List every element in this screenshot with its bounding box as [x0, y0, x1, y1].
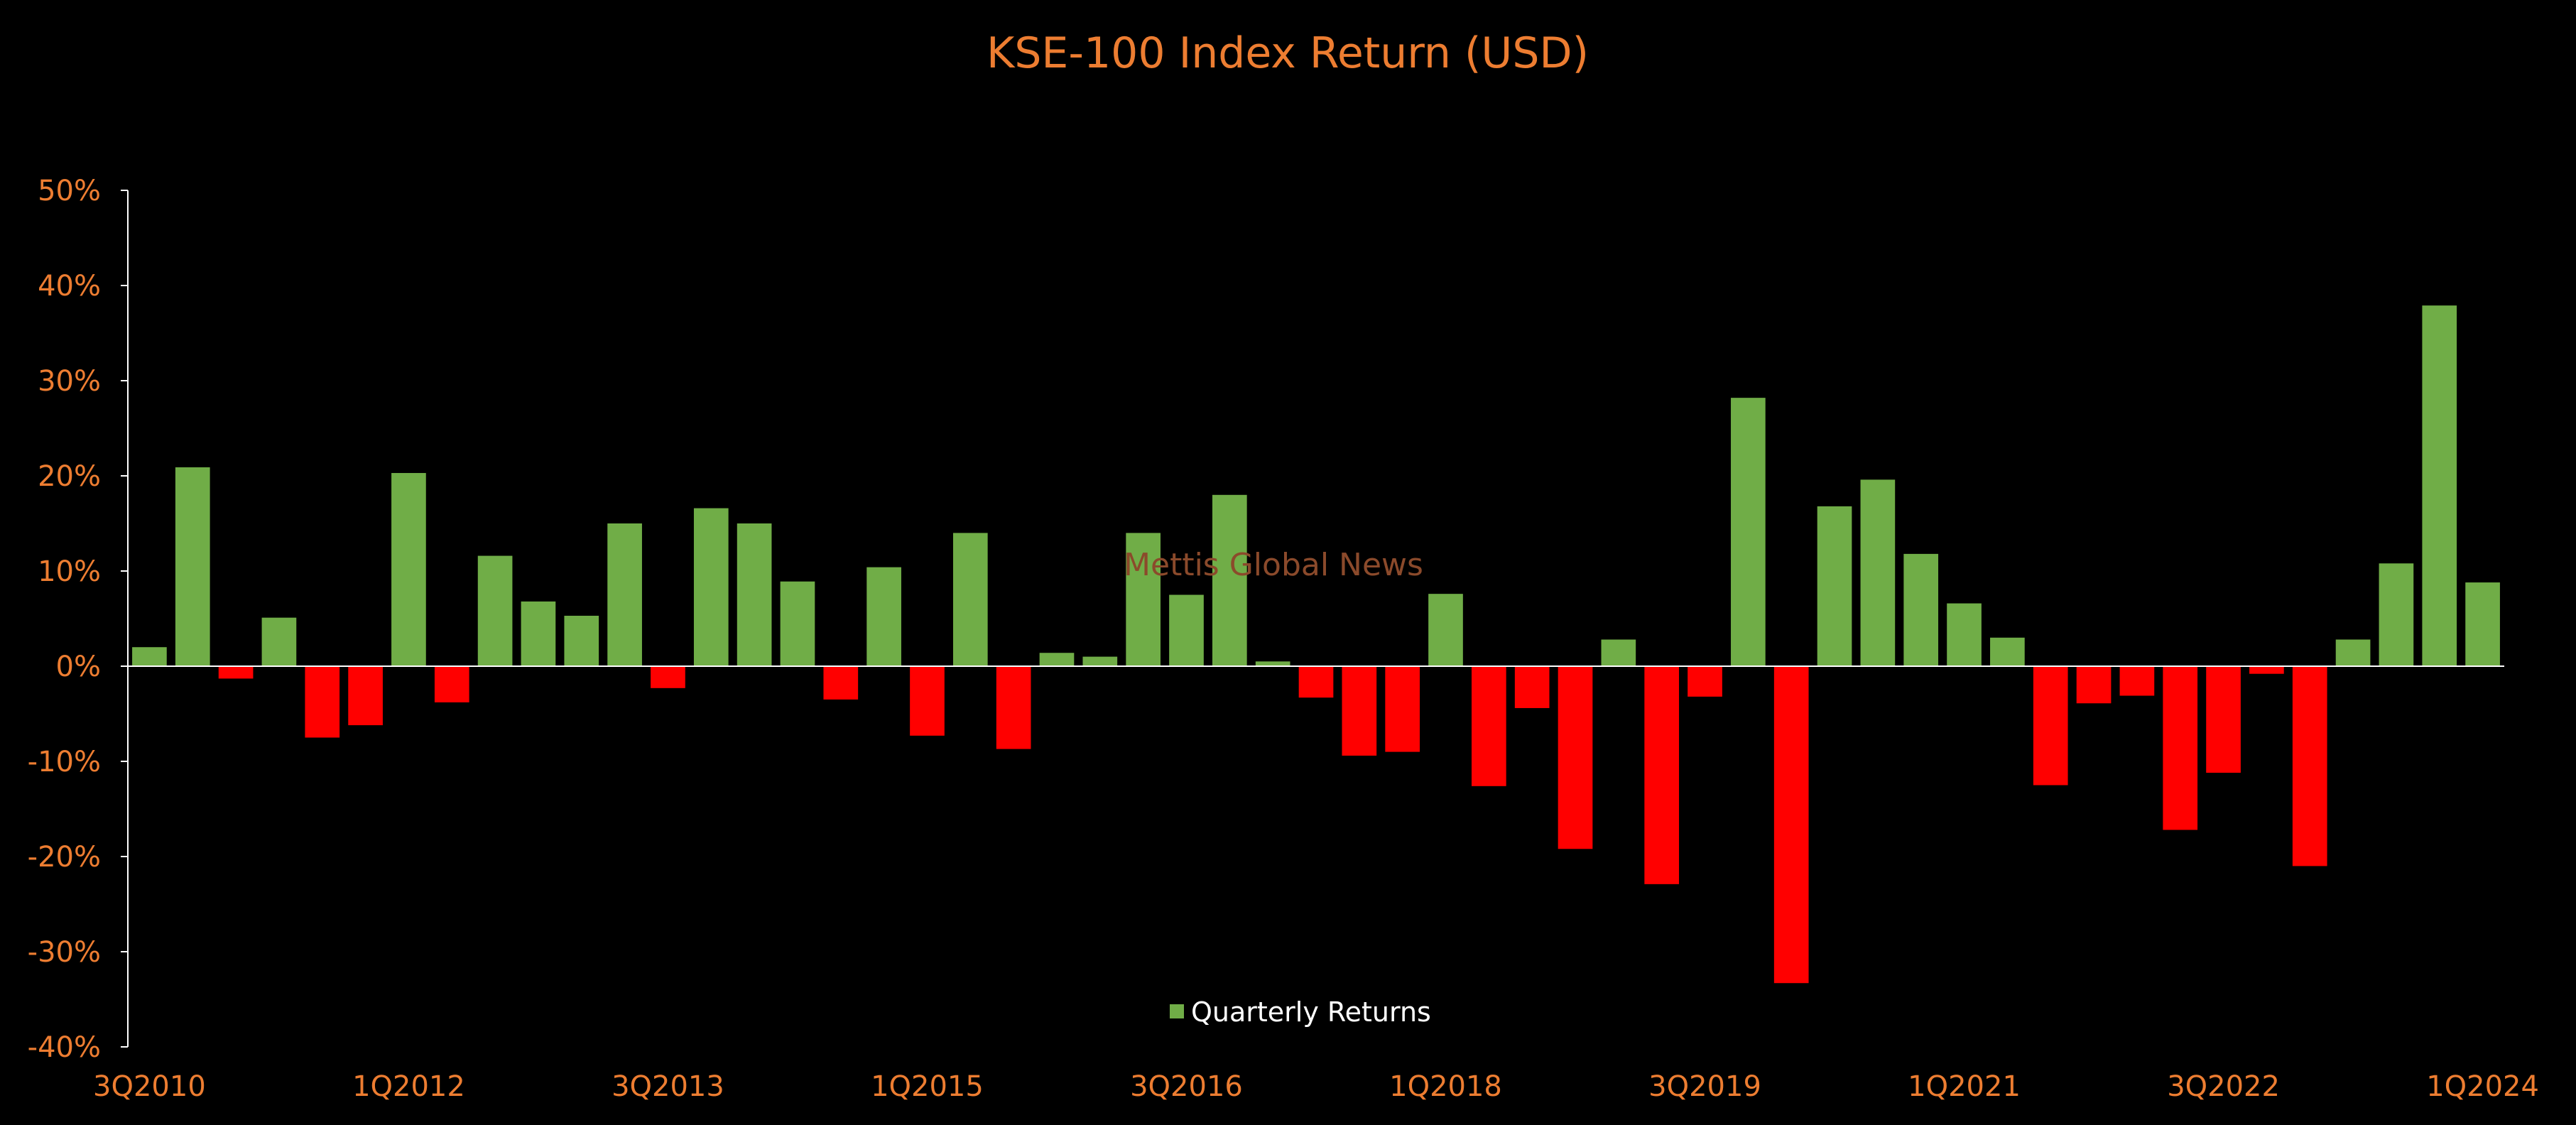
- bar-33: [1558, 666, 1593, 849]
- bar-44: [2033, 666, 2068, 786]
- bar-19: [952, 533, 988, 666]
- bar-1: [175, 467, 210, 666]
- bar-36: [1688, 666, 1722, 697]
- bar-17: [866, 567, 901, 666]
- bar-54: [2465, 582, 2500, 666]
- watermark-text: Mettis Global News: [1124, 547, 1423, 583]
- bar-45: [2076, 666, 2112, 704]
- bar-10: [564, 615, 599, 666]
- x-tick-label: 3Q2016: [1130, 1070, 1243, 1103]
- y-tick-label: -10%: [28, 746, 101, 778]
- y-tick-label: -30%: [28, 936, 101, 969]
- bar-18: [910, 666, 945, 736]
- bar-40: [1860, 479, 1896, 666]
- legend: Quarterly Returns: [1170, 996, 1431, 1028]
- bar-53: [2422, 305, 2457, 666]
- y-tick-label: 10%: [38, 555, 101, 588]
- y-tick-label: -20%: [28, 841, 101, 874]
- bar-31: [1472, 666, 1506, 786]
- y-tick-label: 30%: [38, 365, 101, 398]
- bar-50: [2292, 666, 2327, 866]
- bar-25: [1212, 494, 1247, 666]
- bar-2: [218, 666, 254, 679]
- bar-48: [2206, 666, 2241, 773]
- x-tick-label: 1Q2024: [2426, 1070, 2539, 1103]
- bar-39: [1817, 506, 1852, 666]
- bar-35: [1644, 666, 1680, 884]
- x-tick-label: 3Q2013: [612, 1070, 724, 1103]
- bar-34: [1601, 639, 1636, 666]
- bar-43: [1990, 637, 2025, 666]
- y-tick-label: 0%: [56, 651, 101, 683]
- bar-23: [1126, 533, 1161, 666]
- bar-29: [1385, 666, 1420, 752]
- x-tick-label: 1Q2018: [1389, 1070, 1502, 1103]
- bar-49: [2249, 666, 2284, 674]
- bar-28: [1342, 666, 1377, 756]
- legend-label: Quarterly Returns: [1191, 996, 1431, 1028]
- bar-22: [1082, 656, 1118, 666]
- bar-5: [348, 666, 383, 726]
- x-tick-label: 1Q2012: [352, 1070, 465, 1103]
- bar-47: [2163, 666, 2198, 830]
- bar-3: [261, 617, 297, 666]
- bar-42: [1947, 603, 1982, 666]
- bar-13: [693, 508, 729, 666]
- bar-41: [1903, 553, 1939, 666]
- bar-11: [607, 523, 642, 666]
- bar-46: [2119, 666, 2155, 696]
- bar-6: [391, 472, 426, 666]
- bar-52: [2379, 563, 2414, 666]
- y-tick-label: 40%: [38, 270, 101, 303]
- bar-38: [1773, 666, 1809, 984]
- bar-37: [1731, 398, 1766, 666]
- chart-title: KSE-100 Index Return (USD): [987, 28, 1589, 78]
- bar-27: [1298, 666, 1334, 698]
- bar-12: [651, 666, 685, 688]
- x-tick-label: 3Q2022: [2167, 1070, 2280, 1103]
- bar-15: [780, 581, 815, 666]
- bar-9: [521, 601, 556, 666]
- bar-20: [996, 666, 1031, 749]
- bar-0: [132, 647, 167, 666]
- x-tick-label: 1Q2015: [871, 1070, 984, 1103]
- x-axis: 3Q2010 1Q2012 3Q2013 1Q2015 3Q2016 1Q2018 3Q20…: [93, 665, 2539, 1103]
- bar-51: [2335, 639, 2371, 666]
- bar-4: [305, 666, 340, 738]
- y-axis: 50% 40% 30% 20% 10% 0% -10% -20% -30% -40%: [28, 175, 129, 1064]
- bars: [132, 305, 2500, 984]
- x-tick-label: 3Q2019: [1648, 1070, 1761, 1103]
- y-tick-label: 50%: [38, 175, 101, 207]
- x-tick-label: 3Q2010: [93, 1070, 206, 1103]
- x-tick-label: 1Q2021: [1908, 1070, 2021, 1103]
- bar-24: [1169, 594, 1204, 666]
- bar-16: [823, 666, 859, 700]
- bar-21: [1039, 653, 1075, 666]
- y-tick-label: 20%: [38, 460, 101, 493]
- bar-7: [434, 666, 469, 702]
- y-tick-label: -40%: [28, 1031, 101, 1064]
- bar-8: [477, 555, 513, 666]
- bar-26: [1255, 661, 1290, 666]
- bar-32: [1514, 666, 1550, 708]
- bar-30: [1428, 594, 1463, 666]
- bar-14: [737, 523, 772, 666]
- legend-swatch: [1170, 1004, 1184, 1018]
